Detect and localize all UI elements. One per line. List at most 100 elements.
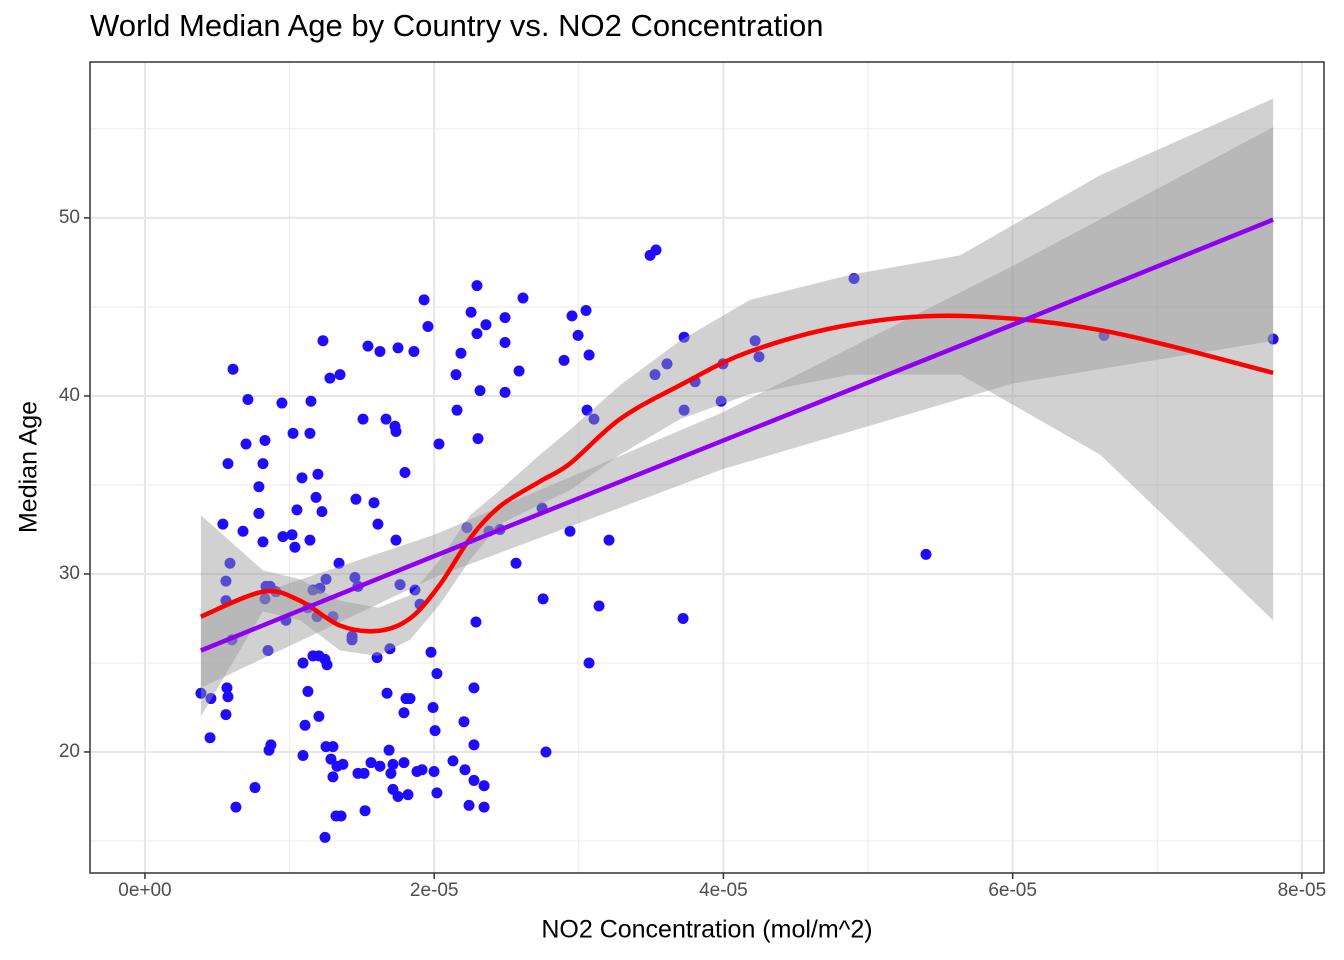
- point: [316, 506, 328, 518]
- y-tick-label: 40: [59, 385, 80, 406]
- point: [362, 340, 374, 352]
- point: [499, 312, 511, 324]
- point: [463, 799, 475, 811]
- point: [222, 691, 234, 703]
- point: [237, 525, 249, 537]
- panel-border: [89, 61, 1325, 874]
- point: [296, 472, 308, 484]
- point: [327, 771, 339, 783]
- point: [390, 426, 402, 438]
- point: [286, 529, 298, 541]
- x-tick-label: 0e+00: [118, 880, 171, 901]
- point: [513, 365, 525, 377]
- point: [304, 427, 316, 439]
- point: [304, 534, 316, 546]
- point: [387, 758, 399, 770]
- y-tick-label: 50: [59, 207, 80, 228]
- point: [499, 337, 511, 349]
- point: [478, 780, 490, 792]
- point: [297, 657, 309, 669]
- point: [346, 634, 358, 646]
- point: [564, 525, 576, 537]
- point: [335, 810, 347, 822]
- point: [313, 710, 325, 722]
- point: [399, 466, 411, 478]
- point: [478, 801, 490, 813]
- point: [472, 433, 484, 445]
- point: [257, 536, 269, 548]
- point: [374, 345, 386, 357]
- point: [392, 342, 404, 354]
- point: [204, 732, 216, 744]
- point: [471, 280, 483, 292]
- point: [222, 458, 234, 470]
- point: [583, 657, 595, 669]
- point: [661, 358, 673, 370]
- point: [310, 491, 322, 503]
- point: [566, 310, 578, 322]
- point: [359, 805, 371, 817]
- point: [427, 701, 439, 713]
- point: [230, 801, 242, 813]
- point: [253, 481, 265, 493]
- point: [297, 750, 309, 762]
- point: [312, 468, 324, 480]
- x-tick-label: 6e-05: [988, 880, 1037, 901]
- point: [262, 644, 274, 656]
- point: [749, 335, 761, 347]
- point: [327, 741, 339, 753]
- chart-title: World Median Age by Country vs. NO2 Conc…: [90, 8, 823, 43]
- point: [217, 518, 229, 530]
- point: [450, 369, 462, 381]
- point: [418, 294, 430, 306]
- point: [447, 755, 459, 767]
- point: [431, 668, 443, 680]
- point: [276, 397, 288, 409]
- point: [321, 659, 333, 671]
- point: [470, 616, 482, 628]
- y-tick-label: 20: [59, 741, 80, 762]
- point: [374, 760, 386, 772]
- point: [649, 369, 661, 381]
- trend-line: [200, 313, 1274, 634]
- point: [581, 404, 593, 416]
- point: [431, 787, 443, 799]
- point: [195, 687, 207, 699]
- point: [409, 584, 421, 596]
- point: [465, 306, 477, 318]
- x-axis-label: NO2 Concentration (mol/m^2): [541, 916, 872, 944]
- point: [468, 682, 480, 694]
- point: [372, 518, 384, 530]
- point: [305, 395, 317, 407]
- point: [650, 244, 662, 256]
- point: [402, 789, 414, 801]
- point: [302, 685, 314, 697]
- point: [392, 790, 404, 802]
- point: [920, 548, 932, 560]
- point: [753, 351, 765, 363]
- point: [350, 493, 362, 505]
- point: [678, 331, 690, 343]
- point: [205, 693, 217, 705]
- point: [510, 557, 522, 569]
- point: [429, 725, 441, 737]
- point: [317, 335, 329, 347]
- point: [428, 766, 440, 778]
- point: [371, 652, 383, 664]
- point: [349, 572, 361, 584]
- point: [394, 579, 406, 591]
- point: [471, 328, 483, 340]
- point: [580, 304, 592, 316]
- x-tick-label: 4e-05: [699, 880, 748, 901]
- point: [458, 716, 470, 728]
- point: [558, 354, 570, 366]
- point: [433, 438, 445, 450]
- point: [480, 319, 492, 331]
- point: [583, 349, 595, 361]
- point: [240, 438, 252, 450]
- point: [385, 767, 397, 779]
- point: [398, 707, 410, 719]
- point: [474, 385, 486, 397]
- point: [368, 497, 380, 509]
